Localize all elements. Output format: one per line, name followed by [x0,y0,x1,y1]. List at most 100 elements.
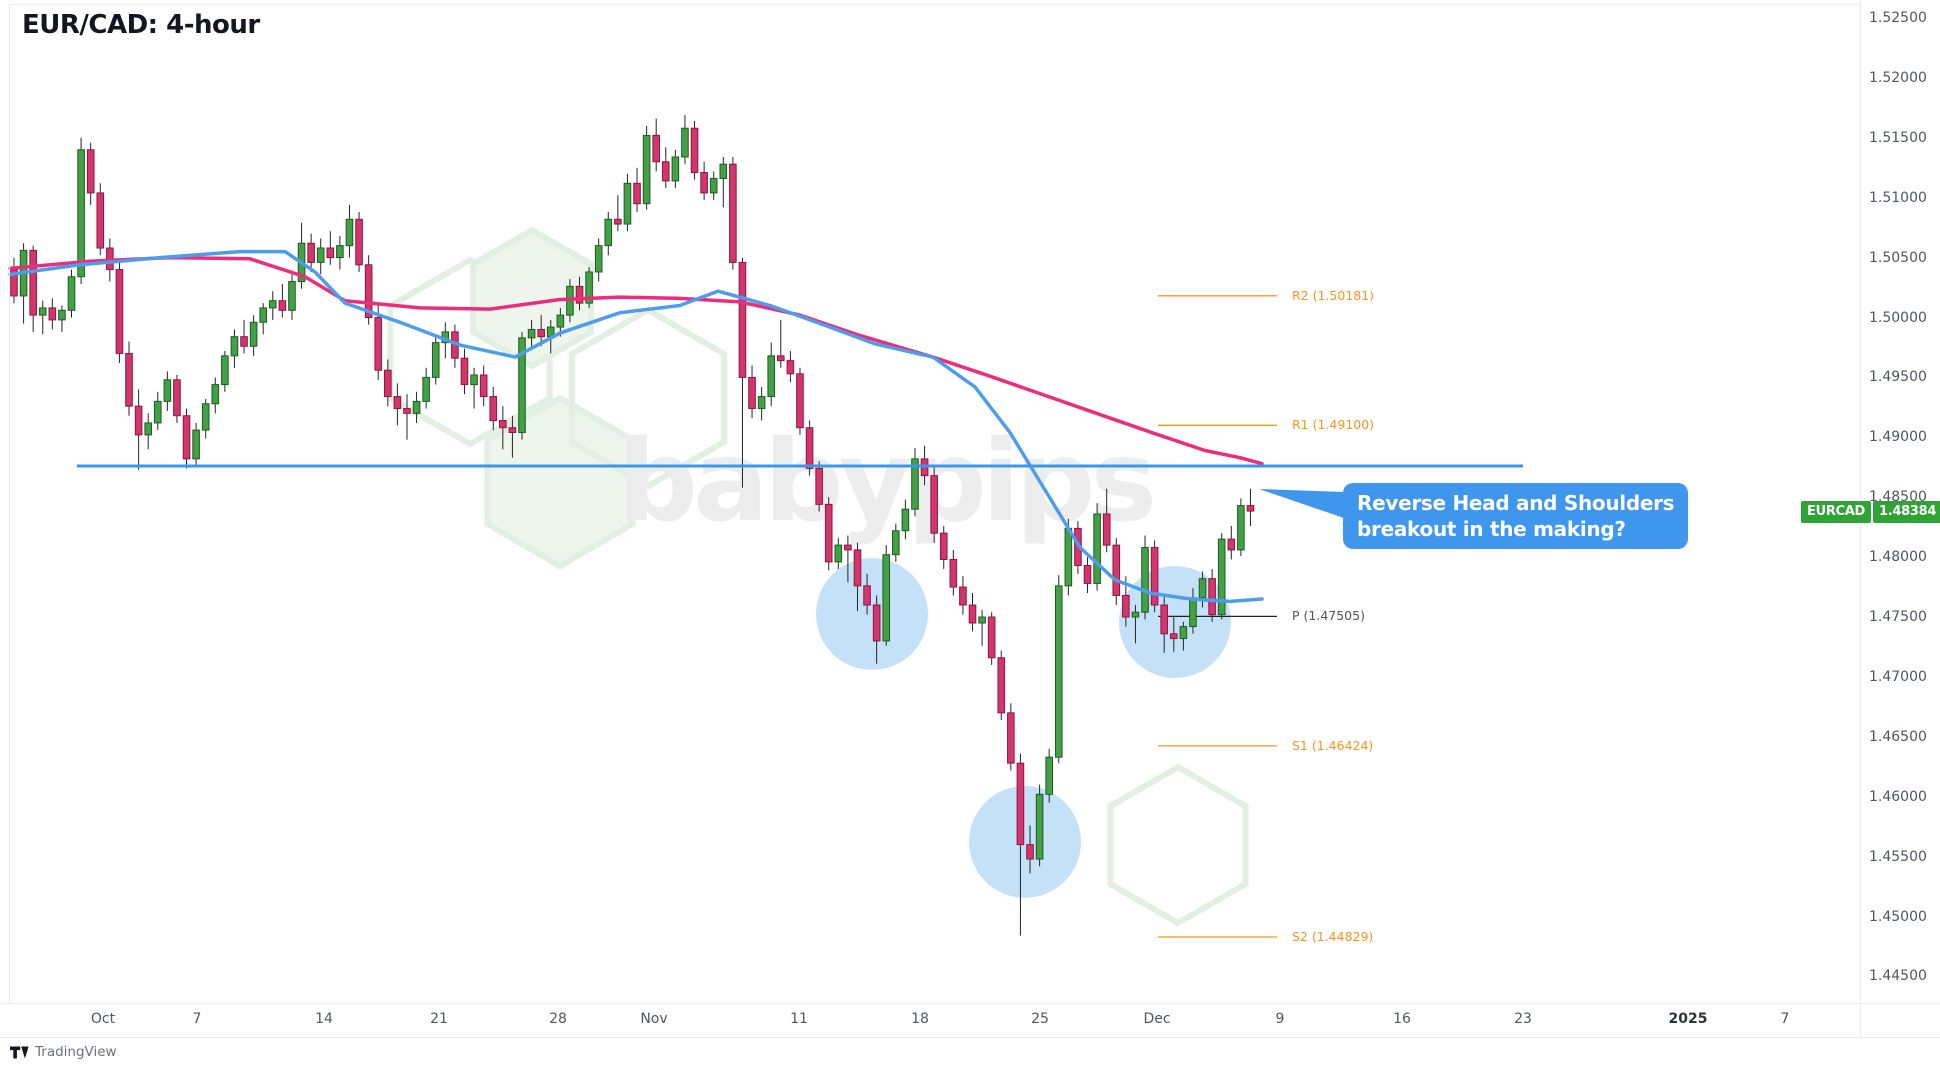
candle-body [1026,844,1034,860]
candle-body [58,309,66,321]
candle-body [288,281,296,311]
time-axis-label: 9 [1275,1011,1285,1027]
time-axis-label: 16 [1393,1011,1411,1027]
candle-body [1198,578,1207,599]
candle-body [719,163,728,180]
candle-body [77,149,85,278]
watermark-hexagon-icon [568,306,728,490]
page-title: EUR/CAD: 4-hour [22,10,260,40]
candle-body [144,422,152,436]
candle-body [374,317,383,371]
candle-body [892,530,900,556]
candle-body [249,321,258,347]
candle-body [556,314,565,328]
pivot-label-R1: R1 (1.49100) [1292,417,1375,433]
candle-body [642,134,651,205]
candle-body [115,269,124,354]
price-axis-label: 1.49000 [1869,429,1927,446]
pattern-callout[interactable]: Reverse Head and Shoulders breakout in t… [1343,483,1689,549]
candle-body [278,300,287,311]
pivot-label-S1: S1 (1.46424) [1292,737,1374,753]
candle-body [508,427,517,434]
candle-body [671,156,680,182]
tradingview-attribution[interactable]: TradingView [10,1044,117,1060]
candle-body [326,247,335,259]
pivot-label-R2: R2 (1.50181) [1292,287,1375,303]
price-axis-label: 1.46500 [1869,728,1927,745]
candle-body [1141,547,1149,613]
candle-body [844,544,852,551]
candle-body [1189,597,1197,628]
moving-average-pink [8,255,1264,466]
candle-body [757,396,766,410]
watermark-text: babypips [618,417,1153,547]
pivot-label-S2: S2 (1.44829) [1292,928,1374,944]
candle-body [585,271,593,304]
candle-body [1169,633,1178,640]
candle-body [729,163,737,263]
candle-body [1246,505,1255,512]
candle-body [1045,756,1053,795]
time-axis-label: Dec [1143,1011,1171,1027]
candle-body [1208,578,1216,616]
candle-body [1237,505,1245,551]
chart-border-left [9,4,10,1003]
last-price-value: 1.48384 [1873,501,1940,523]
candle-body [201,403,210,431]
candle-body [824,503,833,563]
price-axis-label: 1.46000 [1869,788,1927,805]
candle-body [738,261,747,378]
candle-body [767,355,776,398]
candle-body [623,182,632,225]
candle-body [652,134,660,163]
candle-body [230,336,239,357]
callout-line-2: breakout in the making? [1357,517,1626,541]
callout-pointer [1259,489,1344,518]
time-axis-label: 28 [549,1011,567,1027]
price-axis-label: 1.50500 [1869,249,1927,266]
candle-body [163,379,172,402]
time-axis-label: 18 [911,1011,929,1027]
time-axis-label: 11 [790,1011,808,1027]
candle-body [930,475,938,534]
last-price-badge: EURCAD 1.48384 [1801,501,1940,523]
candle-body [1122,594,1130,618]
candle-body [882,554,891,642]
candle-body [422,376,430,402]
candle-body [633,182,641,205]
candle-body [518,337,526,434]
candle-body [67,276,76,311]
time-axis-label: 23 [1514,1011,1532,1027]
candle-body [911,458,919,510]
candle-body [805,427,814,469]
candle-body [96,192,105,249]
chart-border-top [9,4,1860,5]
candle-body [997,657,1006,714]
candle-body [211,384,220,405]
candle-body [959,586,967,606]
time-axis-border-bottom [0,1037,1940,1038]
candle-body [403,408,411,414]
candle-body [1179,626,1188,640]
price-axis-label: 1.51500 [1869,129,1927,146]
candle-body [499,420,507,429]
tradingview-logo-icon [10,1046,29,1058]
candle-body [48,307,57,321]
candle-body [125,352,133,407]
time-axis-label: Oct [90,1011,116,1027]
time-axis-label: 2025 [1668,1011,1708,1027]
left-shoulder-circle [816,558,928,671]
candle-body [853,549,862,587]
candle-body [470,374,478,386]
price-axis-label: 1.50000 [1869,309,1927,326]
price-axis-label: 1.47000 [1869,668,1927,685]
candle-body [604,218,613,247]
candle-body [777,355,785,362]
candle-body [949,558,958,588]
candle-body [594,245,603,273]
candle-body [134,405,143,436]
time-axis-label: 21 [430,1011,448,1027]
candle-body [393,396,402,410]
last-price-symbol: EURCAD [1801,501,1872,523]
